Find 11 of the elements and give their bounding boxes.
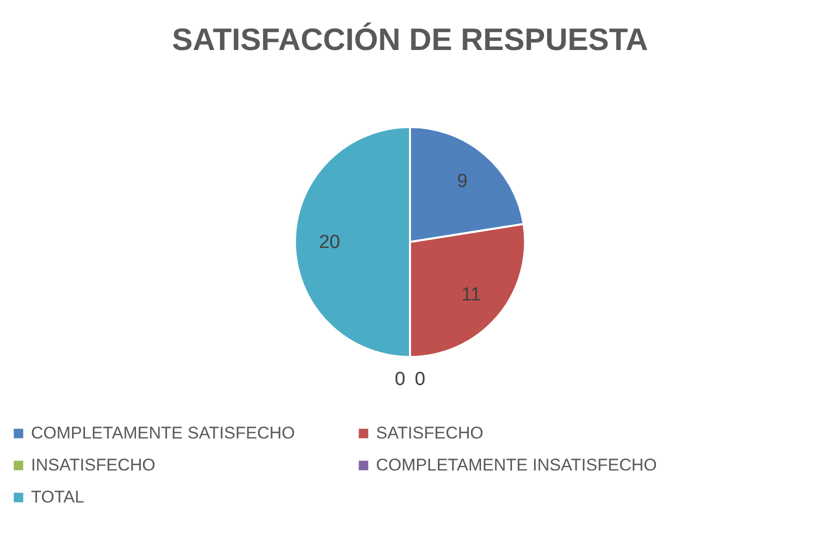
data-label: 20 <box>318 232 340 253</box>
legend-label: SATISFECHO <box>376 424 484 443</box>
text: 0 <box>394 369 406 390</box>
legend-label: COMPLETAMENTE SATISFECHO <box>31 424 295 443</box>
chart-title: SATISFACCIÓN DE RESPUESTA <box>172 22 648 57</box>
data-label: 9 <box>456 170 468 192</box>
legend-label: TOTAL <box>31 488 84 506</box>
data-label: 11 <box>461 284 482 306</box>
text: 0 <box>414 369 426 390</box>
legend-label: COMPLETAMENTE INSATISFECHO <box>376 456 657 474</box>
legend-label: INSATISFECHO <box>31 456 156 474</box>
